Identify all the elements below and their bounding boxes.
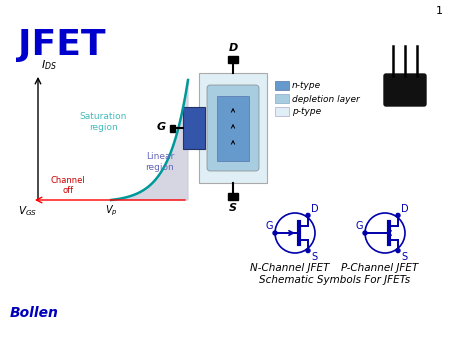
Text: $V_p$: $V_p$ [105,204,117,218]
Text: Schematic Symbols For JFETs: Schematic Symbols For JFETs [260,275,410,285]
Circle shape [306,213,310,217]
Bar [217,96,249,161]
Text: depletion layer: depletion layer [292,95,360,103]
Text: n-type: n-type [292,80,321,90]
Text: Channel
off: Channel off [50,176,86,195]
Circle shape [396,249,400,252]
Text: 1: 1 [436,6,443,16]
Circle shape [273,231,277,235]
Text: $V_{GS}$: $V_{GS}$ [18,204,37,218]
Bar [228,193,238,200]
Bar [228,56,238,63]
Circle shape [363,231,367,235]
Text: D: D [228,43,238,53]
Bar [183,107,205,149]
Text: D: D [311,204,319,214]
Text: Bollen: Bollen [10,306,59,320]
Text: Saturation
region: Saturation region [79,112,127,132]
Bar [275,107,289,116]
Polygon shape [111,80,188,200]
Text: $I_{DS}$: $I_{DS}$ [41,58,57,72]
Circle shape [306,249,310,252]
Text: P-Channel JFET: P-Channel JFET [342,263,418,273]
Text: N-Channel JFET: N-Channel JFET [250,263,330,273]
Bar [199,73,267,183]
Text: D: D [401,204,409,214]
Text: G: G [266,221,273,231]
Bar [275,81,289,90]
Circle shape [396,213,400,217]
Text: G: G [356,221,363,231]
FancyBboxPatch shape [384,74,426,106]
Text: S: S [311,251,317,262]
Text: Linear
region: Linear region [146,152,175,172]
Text: JFET: JFET [18,28,106,62]
Text: G: G [157,122,166,132]
FancyBboxPatch shape [207,85,259,171]
Text: p-type: p-type [292,107,321,117]
Bar [275,94,289,103]
Bar [170,124,175,131]
Text: S: S [229,203,237,213]
Wedge shape [386,83,424,102]
Text: S: S [401,251,407,262]
